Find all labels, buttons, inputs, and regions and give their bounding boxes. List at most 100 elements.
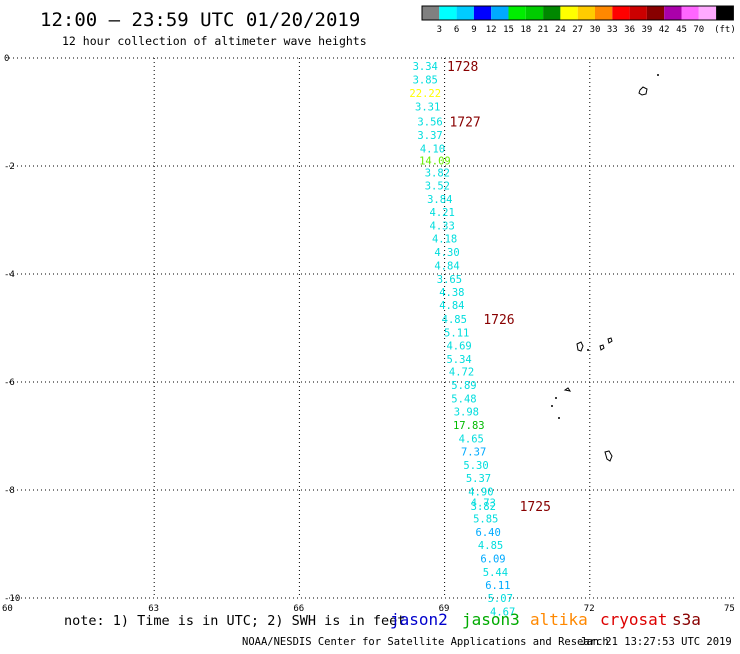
wave-height-label: 5.85 bbox=[473, 514, 498, 526]
wave-height-label: 6.09 bbox=[480, 554, 505, 566]
wave-height-label: 3.31 bbox=[415, 102, 440, 114]
satellite-legend: jason2 jason3 altika cryosat s3a bbox=[390, 610, 701, 629]
plot-background bbox=[9, 58, 735, 596]
wave-height-labels: 3.343.8522.223.313.563.374.1014.093.823.… bbox=[409, 61, 515, 618]
legend-item-jason3: jason3 bbox=[462, 610, 520, 629]
island-dot bbox=[587, 349, 589, 351]
island-dot bbox=[555, 397, 557, 399]
color-scale-swatch bbox=[560, 6, 578, 20]
y-tick-label: -4 bbox=[4, 270, 15, 280]
wave-height-label: 22.22 bbox=[409, 88, 441, 100]
wave-height-label: 3.56 bbox=[417, 117, 442, 129]
time-label: 1726 bbox=[483, 313, 514, 328]
legend-item-altika: altika bbox=[530, 610, 588, 629]
wave-height-label: 5.44 bbox=[483, 567, 508, 579]
color-scale-label: 6 bbox=[454, 25, 459, 35]
color-scale-swatch bbox=[698, 6, 717, 20]
legend-item-s3a: s3a bbox=[672, 610, 701, 629]
color-scale-swatch bbox=[543, 6, 561, 20]
color-scale-label: 45 bbox=[676, 25, 687, 35]
color-scale-swatch bbox=[681, 6, 699, 20]
color-scale-label: 70 bbox=[693, 25, 704, 35]
color-scale-swatch bbox=[629, 6, 647, 20]
color-scale-swatch bbox=[577, 6, 595, 20]
color-scale-swatch bbox=[716, 6, 734, 20]
y-tick-label: 0 bbox=[4, 54, 9, 64]
color-scale-swatch bbox=[456, 6, 474, 20]
y-tick-label: -10 bbox=[4, 594, 20, 604]
color-scale-label: 42 bbox=[659, 25, 670, 35]
color-scale-swatch bbox=[491, 6, 509, 20]
color-scale-border bbox=[421, 5, 734, 21]
wave-height-label: 4.18 bbox=[432, 233, 457, 245]
wave-height-label: 4.84 bbox=[434, 260, 459, 272]
color-scale-swatch bbox=[422, 6, 440, 20]
x-tick-label: 60 bbox=[2, 604, 13, 614]
y-tick-label: -8 bbox=[4, 486, 15, 496]
footer-credit: NOAA/NESDIS Center for Satellite Applica… bbox=[242, 636, 609, 648]
wave-height-label: 6.40 bbox=[476, 527, 501, 539]
grid-lines bbox=[9, 57, 735, 599]
coastline-islands bbox=[551, 74, 659, 462]
color-scale-label: 33 bbox=[607, 25, 618, 35]
wave-height-label: 3.85 bbox=[413, 75, 438, 87]
island-shape bbox=[599, 344, 605, 351]
wave-height-label: 4.90 bbox=[468, 487, 493, 499]
x-tick-label: 63 bbox=[148, 604, 159, 614]
wave-height-label: 4.38 bbox=[439, 287, 464, 299]
color-scale-label: 27 bbox=[572, 25, 583, 35]
color-scale-label: 15 bbox=[503, 25, 514, 35]
wave-height-label: 3.65 bbox=[437, 274, 462, 286]
color-scale-swatch bbox=[473, 6, 492, 20]
wave-height-label: 3.82 bbox=[471, 501, 496, 513]
wave-height-label: 4.69 bbox=[446, 340, 471, 352]
color-scale-swatch bbox=[439, 6, 457, 20]
wave-height-label: 7.37 bbox=[461, 447, 486, 459]
wave-height-label: 4.33 bbox=[430, 220, 455, 232]
wave-height-label: 3.98 bbox=[454, 407, 479, 419]
wave-height-label: 3.37 bbox=[417, 130, 442, 142]
wave-height-label: 4.84 bbox=[439, 300, 464, 312]
color-scale-label: 39 bbox=[641, 25, 652, 35]
x-tick-label: 75 bbox=[724, 604, 735, 614]
time-label: 1728 bbox=[447, 60, 478, 75]
wave-height-label: 5.48 bbox=[451, 394, 476, 406]
footer-note: note: 1) Time is in UTC; 2) SWH is in fe… bbox=[64, 613, 405, 629]
wave-height-label: 5.34 bbox=[446, 354, 471, 366]
island-shape bbox=[576, 341, 584, 352]
wave-height-label: 4.73 bbox=[471, 497, 496, 509]
color-scale-label: 21 bbox=[538, 25, 549, 35]
legend-item-jason2: jason2 bbox=[390, 610, 448, 629]
x-tick-label: 66 bbox=[293, 604, 304, 614]
wave-height-label: 3.84 bbox=[427, 194, 452, 206]
wave-height-label: 5.89 bbox=[451, 380, 476, 392]
color-scale-label: 18 bbox=[520, 25, 531, 35]
chart-subtitle: 12 hour collection of altimeter wave hei… bbox=[62, 34, 367, 48]
wave-height-label: 17.83 bbox=[453, 420, 485, 432]
time-label: 1725 bbox=[520, 500, 551, 515]
color-scale-swatch bbox=[664, 6, 682, 20]
wave-height-label: 6.11 bbox=[485, 580, 510, 592]
time-label: 1727 bbox=[449, 116, 480, 131]
chart-title: 12:00 – 23:59 UTC 01/20/2019 bbox=[40, 9, 360, 31]
y-tick-label: -2 bbox=[4, 162, 15, 172]
island-shape bbox=[563, 387, 572, 392]
x-tick-label: 69 bbox=[439, 604, 450, 614]
wave-height-label: 4.21 bbox=[430, 207, 455, 219]
time-markers: 1728 1727 1726 1725 bbox=[447, 60, 551, 515]
wave-height-label: 4.67 bbox=[490, 607, 515, 619]
color-scale-swatch bbox=[646, 6, 665, 20]
wave-height-label: 5.30 bbox=[463, 460, 488, 472]
y-tick-label: -6 bbox=[4, 378, 15, 388]
island-shape bbox=[638, 86, 648, 96]
color-scale-unit: (ft) bbox=[714, 25, 736, 35]
wave-height-label: 4.65 bbox=[459, 434, 484, 446]
island-shape bbox=[607, 337, 613, 344]
wave-height-label: 4.85 bbox=[478, 540, 503, 552]
color-scale-swatch bbox=[595, 6, 613, 20]
wave-height-label: 3.82 bbox=[425, 167, 450, 179]
